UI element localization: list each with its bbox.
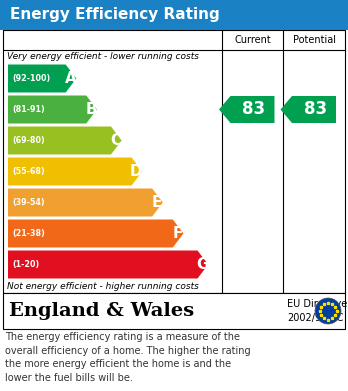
Text: D: D <box>130 164 143 179</box>
Text: (1-20): (1-20) <box>12 260 39 269</box>
Text: Energy Efficiency Rating: Energy Efficiency Rating <box>10 7 220 23</box>
Text: E: E <box>152 195 162 210</box>
Bar <box>0 0 348 30</box>
Text: Potential: Potential <box>293 35 335 45</box>
Polygon shape <box>280 96 336 123</box>
Polygon shape <box>8 95 97 124</box>
Bar <box>3 30 345 293</box>
Circle shape <box>315 298 341 324</box>
Text: 83: 83 <box>303 100 327 118</box>
Text: C: C <box>110 133 121 148</box>
Text: (55-68): (55-68) <box>12 167 45 176</box>
Polygon shape <box>8 219 183 248</box>
Bar <box>3 293 345 329</box>
Text: (81-91): (81-91) <box>12 105 45 114</box>
Text: (39-54): (39-54) <box>12 198 45 207</box>
Text: F: F <box>172 226 183 241</box>
Polygon shape <box>8 127 122 154</box>
Text: (21-38): (21-38) <box>12 229 45 238</box>
Text: Not energy efficient - higher running costs: Not energy efficient - higher running co… <box>7 282 199 291</box>
Text: The energy efficiency rating is a measure of the
overall efficiency of a home. T: The energy efficiency rating is a measur… <box>5 332 251 383</box>
Text: Very energy efficient - lower running costs: Very energy efficient - lower running co… <box>7 52 199 61</box>
Text: (92-100): (92-100) <box>12 74 50 83</box>
Polygon shape <box>8 65 76 93</box>
Polygon shape <box>8 158 142 185</box>
Text: EU Directive
2002/91/EC: EU Directive 2002/91/EC <box>287 299 347 323</box>
Polygon shape <box>219 96 275 123</box>
Text: A: A <box>65 71 76 86</box>
Text: B: B <box>85 102 97 117</box>
Text: Current: Current <box>234 35 271 45</box>
Polygon shape <box>8 251 208 278</box>
Text: 83: 83 <box>242 100 265 118</box>
Polygon shape <box>8 188 163 217</box>
Text: G: G <box>196 257 208 272</box>
Text: (69-80): (69-80) <box>12 136 45 145</box>
Text: England & Wales: England & Wales <box>9 302 194 320</box>
